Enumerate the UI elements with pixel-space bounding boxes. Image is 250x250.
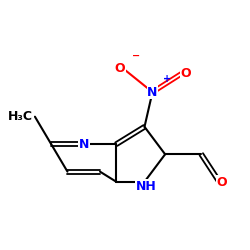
Text: NH: NH xyxy=(136,180,157,192)
Text: O: O xyxy=(180,67,191,80)
Text: N: N xyxy=(147,86,158,98)
Text: −: − xyxy=(132,51,140,61)
Text: O: O xyxy=(216,176,227,189)
Text: O: O xyxy=(114,62,125,75)
Text: +: + xyxy=(162,74,171,84)
Text: N: N xyxy=(78,138,89,151)
Text: H₃C: H₃C xyxy=(8,110,33,123)
